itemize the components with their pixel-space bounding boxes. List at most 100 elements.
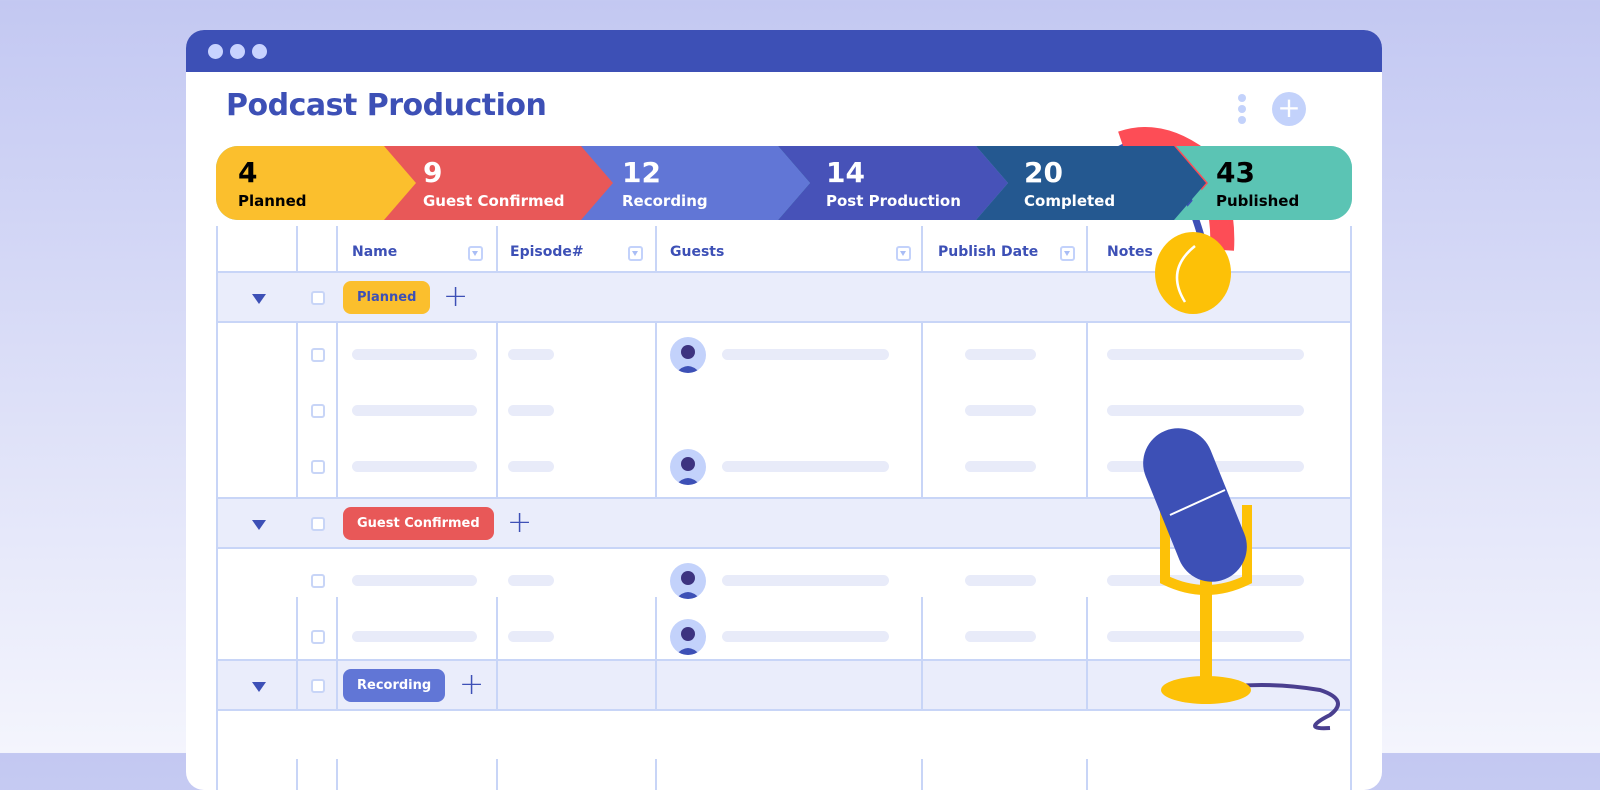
filter-icon[interactable] — [628, 246, 643, 261]
stage-label: Guest Confirmed — [423, 192, 565, 210]
column-divider — [921, 323, 923, 499]
title-bar — [186, 30, 1382, 72]
stage-label: Planned — [238, 192, 307, 210]
add-button[interactable]: + — [1272, 92, 1306, 126]
column-header[interactable]: Name — [352, 244, 398, 260]
date-placeholder — [965, 405, 1036, 416]
guest-avatar[interactable] — [670, 563, 706, 599]
notes-placeholder — [1107, 349, 1304, 360]
column-divider — [496, 597, 498, 709]
filter-icon[interactable] — [896, 246, 911, 261]
kebab-icon[interactable] — [1238, 94, 1246, 127]
stage-count: 20 — [1024, 156, 1063, 189]
column-header[interactable]: Publish Date — [938, 244, 1039, 260]
stage-count: 43 — [1216, 156, 1255, 189]
stage-completed[interactable]: 20 Completed — [976, 146, 1206, 220]
episode-placeholder — [508, 461, 554, 472]
notes-placeholder — [1107, 405, 1304, 416]
row-checkbox[interactable] — [311, 630, 325, 644]
group-tag[interactable]: Guest Confirmed — [343, 507, 494, 540]
plus-icon[interactable]: + — [507, 505, 533, 540]
column-divider — [921, 226, 923, 273]
column-divider — [296, 597, 298, 709]
stage-label: Completed — [1024, 192, 1116, 210]
date-placeholder — [965, 349, 1036, 360]
name-placeholder — [352, 349, 477, 360]
row-checkbox[interactable] — [311, 574, 325, 588]
stage-planned[interactable]: 4 Planned — [216, 146, 416, 220]
guest-placeholder — [722, 461, 889, 472]
column-divider — [336, 597, 338, 709]
column-divider — [296, 226, 298, 273]
stage-label: Post Production — [826, 192, 961, 210]
column-divider — [655, 226, 657, 273]
column-divider — [655, 759, 657, 790]
date-placeholder — [965, 461, 1036, 472]
column-divider — [655, 597, 657, 709]
episode-placeholder — [508, 405, 554, 416]
row-checkbox[interactable] — [311, 460, 325, 474]
column-divider — [296, 759, 298, 790]
column-divider — [496, 226, 498, 273]
group-checkbox[interactable] — [311, 679, 325, 693]
window-dot[interactable] — [208, 43, 223, 59]
collapse-icon[interactable] — [252, 294, 266, 304]
row-checkbox[interactable] — [311, 404, 325, 418]
column-divider — [336, 323, 338, 499]
column-divider — [1086, 226, 1088, 273]
group-tag[interactable]: Planned — [343, 281, 431, 314]
column-divider — [1086, 323, 1088, 499]
stage-recording[interactable]: 12 Recording — [580, 146, 810, 220]
column-header[interactable]: Notes — [1107, 244, 1153, 260]
table-header — [218, 226, 1350, 273]
stage-label: Published — [1216, 192, 1300, 210]
collapse-icon[interactable] — [252, 682, 266, 692]
filter-icon[interactable] — [1060, 246, 1075, 261]
stage-post-production[interactable]: 14 Post Production — [778, 146, 1008, 220]
guest-placeholder — [722, 631, 889, 642]
guest-avatar[interactable] — [670, 619, 706, 655]
filter-icon[interactable] — [468, 246, 483, 261]
column-header[interactable]: Guests — [670, 244, 725, 260]
column-divider — [655, 323, 657, 499]
stage-label: Recording — [622, 192, 708, 210]
column-divider — [336, 226, 338, 273]
stage-pipeline: 4 Planned 9 Guest Confirmed 12 Recording 14 Pos… — [216, 146, 1352, 220]
app-window: Podcast Production + 4 Planned 9 Guest Conf… — [186, 30, 1382, 790]
stage-count: 4 — [238, 156, 258, 189]
column-divider — [496, 323, 498, 499]
column-divider — [496, 759, 498, 790]
guest-avatar[interactable] — [670, 337, 706, 373]
date-placeholder — [965, 631, 1036, 642]
column-divider — [1086, 597, 1088, 709]
name-placeholder — [352, 405, 477, 416]
column-divider — [921, 597, 923, 709]
group-body — [218, 323, 1350, 499]
stage-count: 9 — [423, 156, 443, 189]
plus-icon[interactable]: + — [443, 279, 469, 314]
group-checkbox[interactable] — [311, 517, 325, 531]
plus-icon[interactable]: + — [459, 667, 485, 702]
window-dot[interactable] — [252, 43, 267, 59]
column-divider — [921, 759, 923, 790]
stage-count: 12 — [622, 156, 661, 189]
collapse-icon[interactable] — [252, 520, 266, 530]
name-placeholder — [352, 461, 477, 472]
episode-placeholder — [508, 575, 554, 586]
group-body — [218, 549, 1350, 661]
column-header[interactable]: Episode# — [510, 244, 584, 260]
name-placeholder — [352, 575, 477, 586]
stage-count: 14 — [826, 156, 865, 189]
stage-guest-confirmed[interactable]: 9 Guest Confirmed — [381, 146, 613, 220]
column-divider — [296, 323, 298, 499]
table-row — [218, 711, 1350, 751]
group-tag[interactable]: Recording — [343, 669, 446, 702]
row-checkbox[interactable] — [311, 348, 325, 362]
episode-placeholder — [508, 631, 554, 642]
window-dot[interactable] — [230, 43, 245, 59]
guest-avatar[interactable] — [670, 449, 706, 485]
column-divider — [336, 759, 338, 790]
guest-placeholder — [722, 349, 889, 360]
group-checkbox[interactable] — [311, 291, 325, 305]
name-placeholder — [352, 631, 477, 642]
